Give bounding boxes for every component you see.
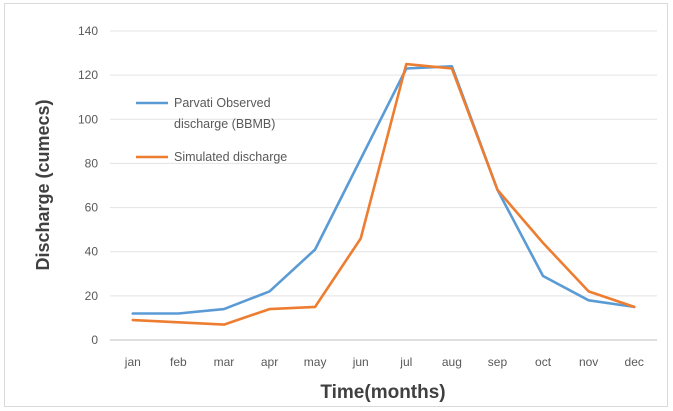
series-line-1 <box>131 65 636 315</box>
x-tick-label-jun: jun <box>352 355 369 369</box>
y-axis-ticks: 0 20 40 60 80 100 120 140 <box>78 24 98 347</box>
x-tick-label-may: may <box>304 355 327 369</box>
x-axis-title: Time(months) <box>320 382 445 403</box>
y-tick-label: 120 <box>78 68 98 82</box>
y-tick-label: 20 <box>85 289 99 303</box>
x-tick-label-apr: apr <box>261 355 278 369</box>
legend-label-2: Simulated discharge <box>174 150 287 164</box>
y-axis-title: Discharge (cumecs) <box>33 99 53 270</box>
x-tick-label-oct: oct <box>535 355 552 369</box>
y-tick-label: 80 <box>85 156 99 170</box>
y-tick-label: 40 <box>85 245 99 259</box>
x-tick-label-jan: jan <box>124 355 141 369</box>
x-tick-label-jul: jul <box>399 355 412 369</box>
y-tick-label: 0 <box>91 333 98 347</box>
y-tick-label: 140 <box>78 24 98 38</box>
legend-label-1: discharge (BBMB) <box>174 117 275 131</box>
legend-label-1: Parvati Observed <box>174 96 271 110</box>
x-tick-label-dec: dec <box>625 355 644 369</box>
x-tick-label-mar: mar <box>214 355 235 369</box>
x-tick-label-sep: sep <box>488 355 508 369</box>
x-tick-label-aug: aug <box>442 355 462 369</box>
y-tick-label: 60 <box>85 201 99 215</box>
legend: Parvati Observed discharge (BBMB) Simulate… <box>136 96 287 164</box>
series-line-2 <box>131 62 636 326</box>
x-axis-ticks: jan feb mar apr may jun jul aug sep oct nov dec <box>124 355 644 369</box>
series-lines <box>131 62 636 326</box>
y-tick-label: 100 <box>78 112 98 126</box>
x-tick-label-feb: feb <box>170 355 187 369</box>
gridlines <box>110 30 657 341</box>
x-tick-label-nov: nov <box>579 355 598 369</box>
